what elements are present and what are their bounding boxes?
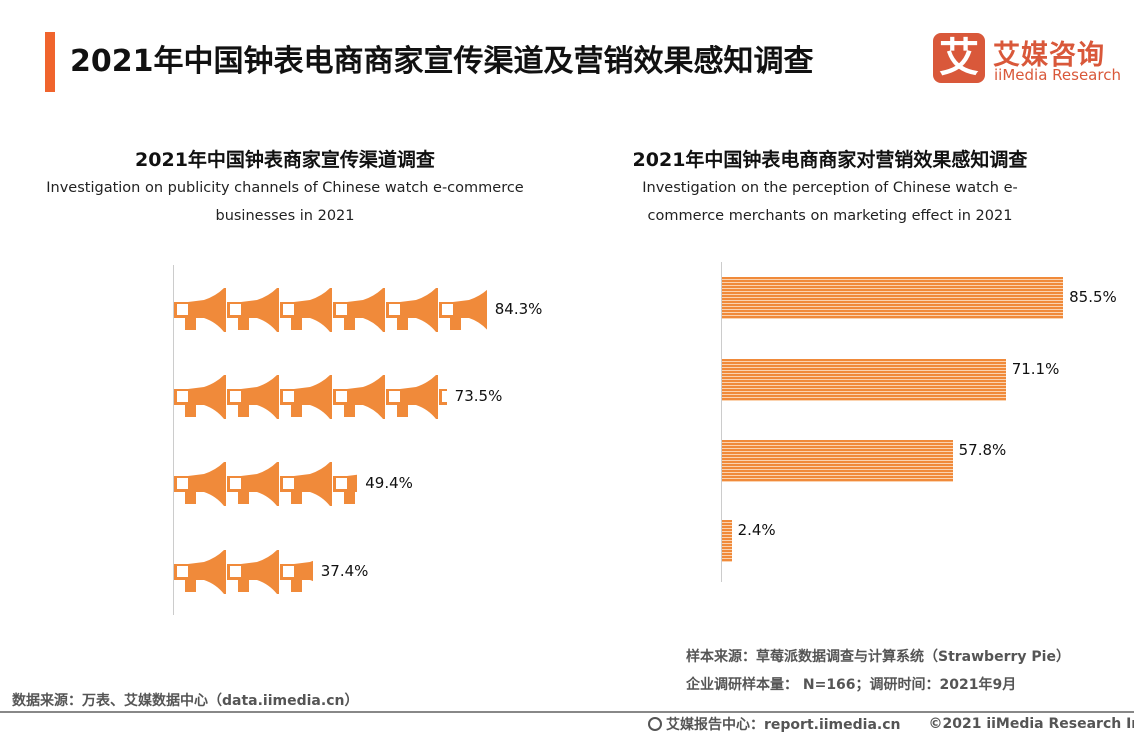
pictograph-bar bbox=[174, 550, 313, 596]
right-chart-title: 2021年中国钟表电商商家对营销效果感知调查 bbox=[632, 149, 1028, 171]
megaphone-icon bbox=[333, 474, 358, 504]
right-chart-subtitle: Investigation on the perception of Chine… bbox=[642, 180, 1018, 224]
value-label: 84.3% bbox=[494, 300, 543, 318]
megaphone-icon bbox=[439, 290, 487, 330]
bar bbox=[722, 277, 1064, 319]
pictograph-bar bbox=[174, 462, 358, 508]
megaphone-icon bbox=[333, 375, 385, 419]
logo-cn: 艾媒咨询 bbox=[993, 40, 1105, 71]
megaphone-icon bbox=[333, 288, 385, 332]
left-chart-subtitle: Investigation on publicity channels of C… bbox=[46, 180, 524, 224]
footer-credit: 艾媒报告中心：report.iimedia.cn ©2021 iiMedia R… bbox=[648, 714, 1134, 734]
megaphone-icon bbox=[174, 288, 226, 332]
megaphone-icon bbox=[227, 288, 279, 332]
footer-divider bbox=[0, 711, 1134, 713]
pictograph-bar bbox=[174, 375, 447, 421]
megaphone-icon bbox=[280, 462, 332, 506]
bar bbox=[722, 520, 732, 562]
megaphone-icon bbox=[386, 375, 438, 419]
value-label: 85.5% bbox=[1069, 288, 1117, 306]
megaphone-icon bbox=[280, 561, 313, 592]
globe-icon bbox=[648, 717, 662, 731]
left-axis bbox=[173, 265, 174, 615]
title-accent-bar bbox=[45, 32, 55, 92]
logo-en: iiMedia Research bbox=[994, 66, 1121, 84]
megaphone-icon bbox=[227, 375, 279, 419]
sample-size: 企业调研样本量： N=166；调研时间：2021年9月 bbox=[686, 677, 1017, 693]
logo-mark: 艾 bbox=[933, 33, 985, 83]
left-chart-title: 2021年中国钟表商家宣传渠道调查 bbox=[135, 149, 435, 171]
megaphone-icon bbox=[439, 389, 447, 405]
page-title: 2021年中国钟表电商商家宣传渠道及营销效果感知调查 bbox=[70, 44, 814, 79]
bar bbox=[722, 359, 1006, 401]
megaphone-icon bbox=[174, 375, 226, 419]
pictograph-bar bbox=[174, 288, 487, 334]
copyright: ©2021 iiMedia Research Inc bbox=[928, 716, 1134, 732]
value-label: 73.5% bbox=[454, 387, 503, 405]
megaphone-icon bbox=[386, 288, 438, 332]
megaphone-icon bbox=[227, 550, 279, 594]
megaphone-icon bbox=[280, 288, 332, 332]
value-label: 2.4% bbox=[737, 521, 776, 539]
megaphone-icon bbox=[174, 550, 226, 594]
sample-source: 样本来源：草莓派数据调查与计算系统（Strawberry Pie） bbox=[686, 649, 1070, 665]
megaphone-icon bbox=[280, 375, 332, 419]
bar bbox=[722, 440, 953, 482]
right-axis bbox=[721, 262, 722, 582]
value-label: 71.1% bbox=[1011, 360, 1060, 378]
megaphone-icon bbox=[227, 462, 279, 506]
megaphone-icon bbox=[174, 462, 226, 506]
value-label: 37.4% bbox=[320, 562, 369, 580]
value-label: 49.4% bbox=[365, 474, 413, 492]
report-center: 艾媒报告中心：report.iimedia.cn bbox=[666, 717, 901, 733]
value-label: 57.8% bbox=[958, 441, 1007, 459]
data-source: 数据来源：万表、艾媒数据中心（data.iimedia.cn） bbox=[12, 693, 359, 709]
